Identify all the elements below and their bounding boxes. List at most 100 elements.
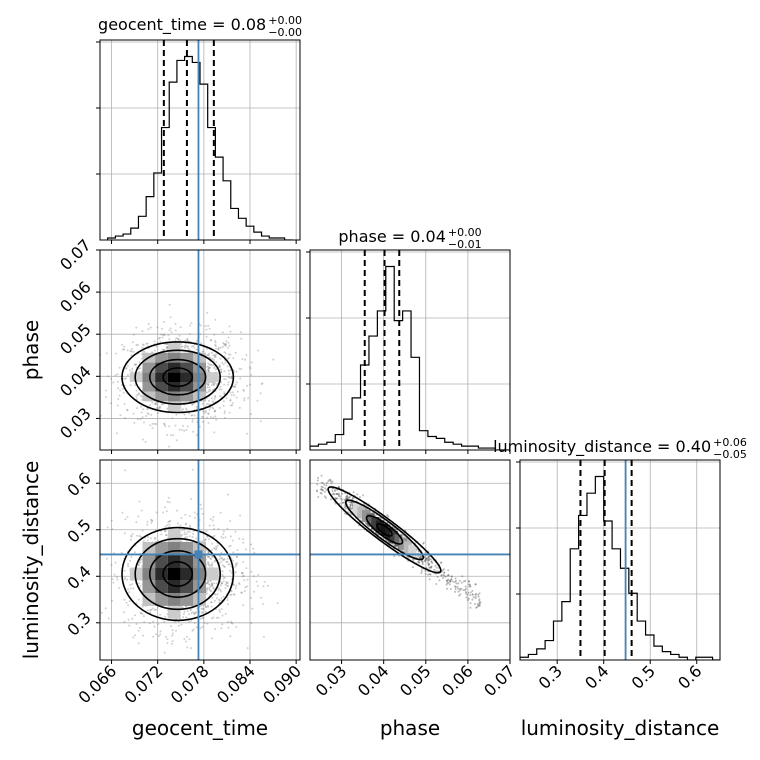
panel-phase-vs-geocent-time-point <box>229 353 232 356</box>
panel-phase-vs-geocent-time-cell <box>155 352 168 363</box>
panel-phase-vs-geocent-time-point <box>145 415 148 417</box>
panel-luminosity-distance-vs-phase-point <box>469 594 472 596</box>
panel-luminosity-distance-vs-geocent-time-point <box>149 611 152 614</box>
panel-phase-vs-geocent-time-point <box>174 424 177 427</box>
panel-luminosity-distance-vs-phase-point <box>347 496 350 499</box>
panel-phase-vs-geocent-time-point <box>209 363 212 366</box>
panel-phase-vs-geocent-time-point <box>181 408 184 411</box>
panel-phase-vs-geocent-time-point <box>209 406 212 409</box>
x-tick-label-luminosity-distance: 0.3 <box>535 661 566 692</box>
panel-phase-vs-geocent-time-point <box>97 371 99 373</box>
title-phase: phase = 0.04 +0.00−0.01 <box>338 226 481 251</box>
panel-luminosity-distance-vs-geocent-time-point <box>179 524 182 527</box>
panel-phase-vs-geocent-time-point <box>187 345 190 348</box>
panel-luminosity-distance-vs-geocent-time-point <box>207 581 210 584</box>
panel-phase-vs-geocent-time-point <box>228 372 231 375</box>
panel-luminosity-distance-vs-phase-point <box>334 497 337 500</box>
panel-luminosity-distance-vs-phase-point <box>329 478 332 481</box>
panel-phase-vs-geocent-time-point <box>105 352 108 355</box>
panel-phase-vs-geocent-time-point <box>238 367 241 370</box>
panel-luminosity-distance-vs-geocent-time-point <box>241 575 244 578</box>
panel-phase-vs-geocent-time-point <box>196 339 198 342</box>
panel-luminosity-distance-vs-phase-point <box>362 494 365 497</box>
panel-luminosity-distance-vs-geocent-time-point <box>138 561 141 564</box>
panel-luminosity-distance-vs-geocent-time-point <box>207 561 210 564</box>
panel-luminosity-distance-vs-geocent-time-point <box>213 599 216 602</box>
panel-phase-vs-geocent-time-point <box>214 410 216 413</box>
panel-phase-vs-geocent-time-point <box>232 357 235 360</box>
panel-luminosity-distance-vs-geocent-time-point <box>154 536 157 539</box>
panel-phase-vs-geocent-time-point <box>210 397 213 400</box>
panel-phase-vs-geocent-time-point <box>110 377 112 380</box>
panel-luminosity-distance-vs-geocent-time-point <box>206 604 209 607</box>
panel-luminosity-distance-vs-geocent-time-point <box>147 536 149 538</box>
panel-luminosity-distance-vs-geocent-time-point <box>171 642 173 645</box>
panel-luminosity-distance-vs-geocent-time-point <box>191 468 194 471</box>
panel-luminosity-distance-vs-phase-point <box>424 573 427 575</box>
panel-luminosity-distance-vs-geocent-time-point <box>242 541 245 544</box>
panel-luminosity-distance-vs-phase-point <box>397 547 400 550</box>
panel-luminosity-distance-vs-geocent-time-point <box>211 519 214 522</box>
panel-phase-vs-geocent-time-point <box>164 425 167 428</box>
panel-luminosity-distance-vs-geocent-time-point <box>211 596 214 599</box>
panel-phase-vs-geocent-time-point <box>228 411 231 414</box>
panel-luminosity-distance-vs-phase-point <box>393 555 396 558</box>
panel-luminosity-distance-vs-geocent-time-point <box>206 587 209 590</box>
panel-luminosity-distance-vs-phase-point <box>344 492 347 495</box>
panel-luminosity-distance-vs-geocent-time-point <box>232 593 235 596</box>
panel-phase-vs-geocent-time-point <box>134 384 137 387</box>
panel-luminosity-distance-vs-geocent-time-point <box>137 598 140 601</box>
panel-phase-vs-geocent-time-point <box>149 424 152 427</box>
panel-luminosity-distance-vs-geocent-time-point <box>195 611 198 614</box>
x-tick-label-phase: 0.06 <box>438 661 477 700</box>
panel-luminosity-distance-vs-phase-point <box>436 575 439 578</box>
panel-phase-vs-geocent-time-point <box>165 347 168 350</box>
panel-luminosity-distance-vs-geocent-time-point <box>188 620 191 623</box>
hist-geocent-time <box>96 39 301 244</box>
panel-phase-vs-geocent-time-point <box>221 361 224 364</box>
panel-phase-vs-geocent-time-point <box>123 348 126 351</box>
panel-luminosity-distance-vs-geocent-time-point <box>238 583 241 586</box>
panel-luminosity-distance-vs-geocent-time-point <box>234 565 237 568</box>
panel-phase-vs-geocent-time-point <box>156 326 159 329</box>
panel-phase-vs-geocent-time-point <box>185 429 188 431</box>
panel-luminosity-distance-vs-geocent-time-point <box>146 520 149 523</box>
panel-phase-vs-geocent-time-point <box>230 376 233 379</box>
panel-luminosity-distance-vs-phase-point <box>466 599 469 602</box>
panel-luminosity-distance-vs-geocent-time-point <box>150 608 153 611</box>
panel-luminosity-distance-vs-phase-point <box>334 488 337 491</box>
panel-luminosity-distance-vs-phase-point <box>440 561 442 564</box>
panel-phase-vs-geocent-time-point <box>186 425 189 428</box>
panel-phase-vs-geocent-time-point <box>230 377 233 380</box>
x-axis-label-phase: phase <box>380 716 440 740</box>
panel-phase-vs-geocent-time-point <box>168 425 171 428</box>
panel-luminosity-distance-vs-geocent-time-point <box>222 533 225 536</box>
panel-luminosity-distance-vs-phase-point <box>418 560 421 563</box>
panel-luminosity-distance-vs-geocent-time-point <box>191 536 194 538</box>
panel-phase-vs-geocent-time-point <box>207 368 210 371</box>
panel-luminosity-distance-vs-phase-cell <box>375 520 384 533</box>
panel-luminosity-distance-vs-geocent-time-point <box>131 532 134 535</box>
panel-luminosity-distance-vs-geocent-time-point <box>184 513 187 516</box>
panel-phase-vs-geocent-time-point <box>132 350 135 353</box>
panel-phase-vs-geocent-time-point <box>163 423 166 426</box>
panel-luminosity-distance-vs-phase-point <box>339 497 342 500</box>
panel-luminosity-distance-vs-phase-point <box>331 480 334 483</box>
panel-phase-vs-geocent-time-point <box>141 438 144 441</box>
panel-phase-vs-geocent-time-point <box>186 337 189 340</box>
panel-luminosity-distance-vs-phase-point <box>356 493 359 496</box>
panel-luminosity-distance-vs-geocent-time-point <box>123 620 126 623</box>
panel-phase-vs-geocent-time-point <box>135 398 138 401</box>
panel-phase-vs-geocent-time-point <box>132 412 135 415</box>
panel-phase-vs-geocent-time-point <box>222 363 225 366</box>
panel-luminosity-distance-vs-geocent-time-point <box>150 518 152 521</box>
panel-luminosity-distance-vs-geocent-time-point <box>229 620 232 623</box>
panel-luminosity-distance-vs-phase-point <box>425 557 428 560</box>
panel-luminosity-distance-vs-geocent-time-point <box>146 523 149 526</box>
panel-luminosity-distance-vs-geocent-time-contour-0 <box>162 560 194 587</box>
panel-phase-vs-geocent-time-point <box>201 416 204 419</box>
panel-phase-vs-geocent-time-point <box>231 391 234 394</box>
panel-luminosity-distance-vs-geocent-time-point <box>227 563 230 566</box>
panel-luminosity-distance-vs-geocent-time-point <box>262 585 265 588</box>
panel-phase-vs-geocent-time-point <box>213 333 216 336</box>
